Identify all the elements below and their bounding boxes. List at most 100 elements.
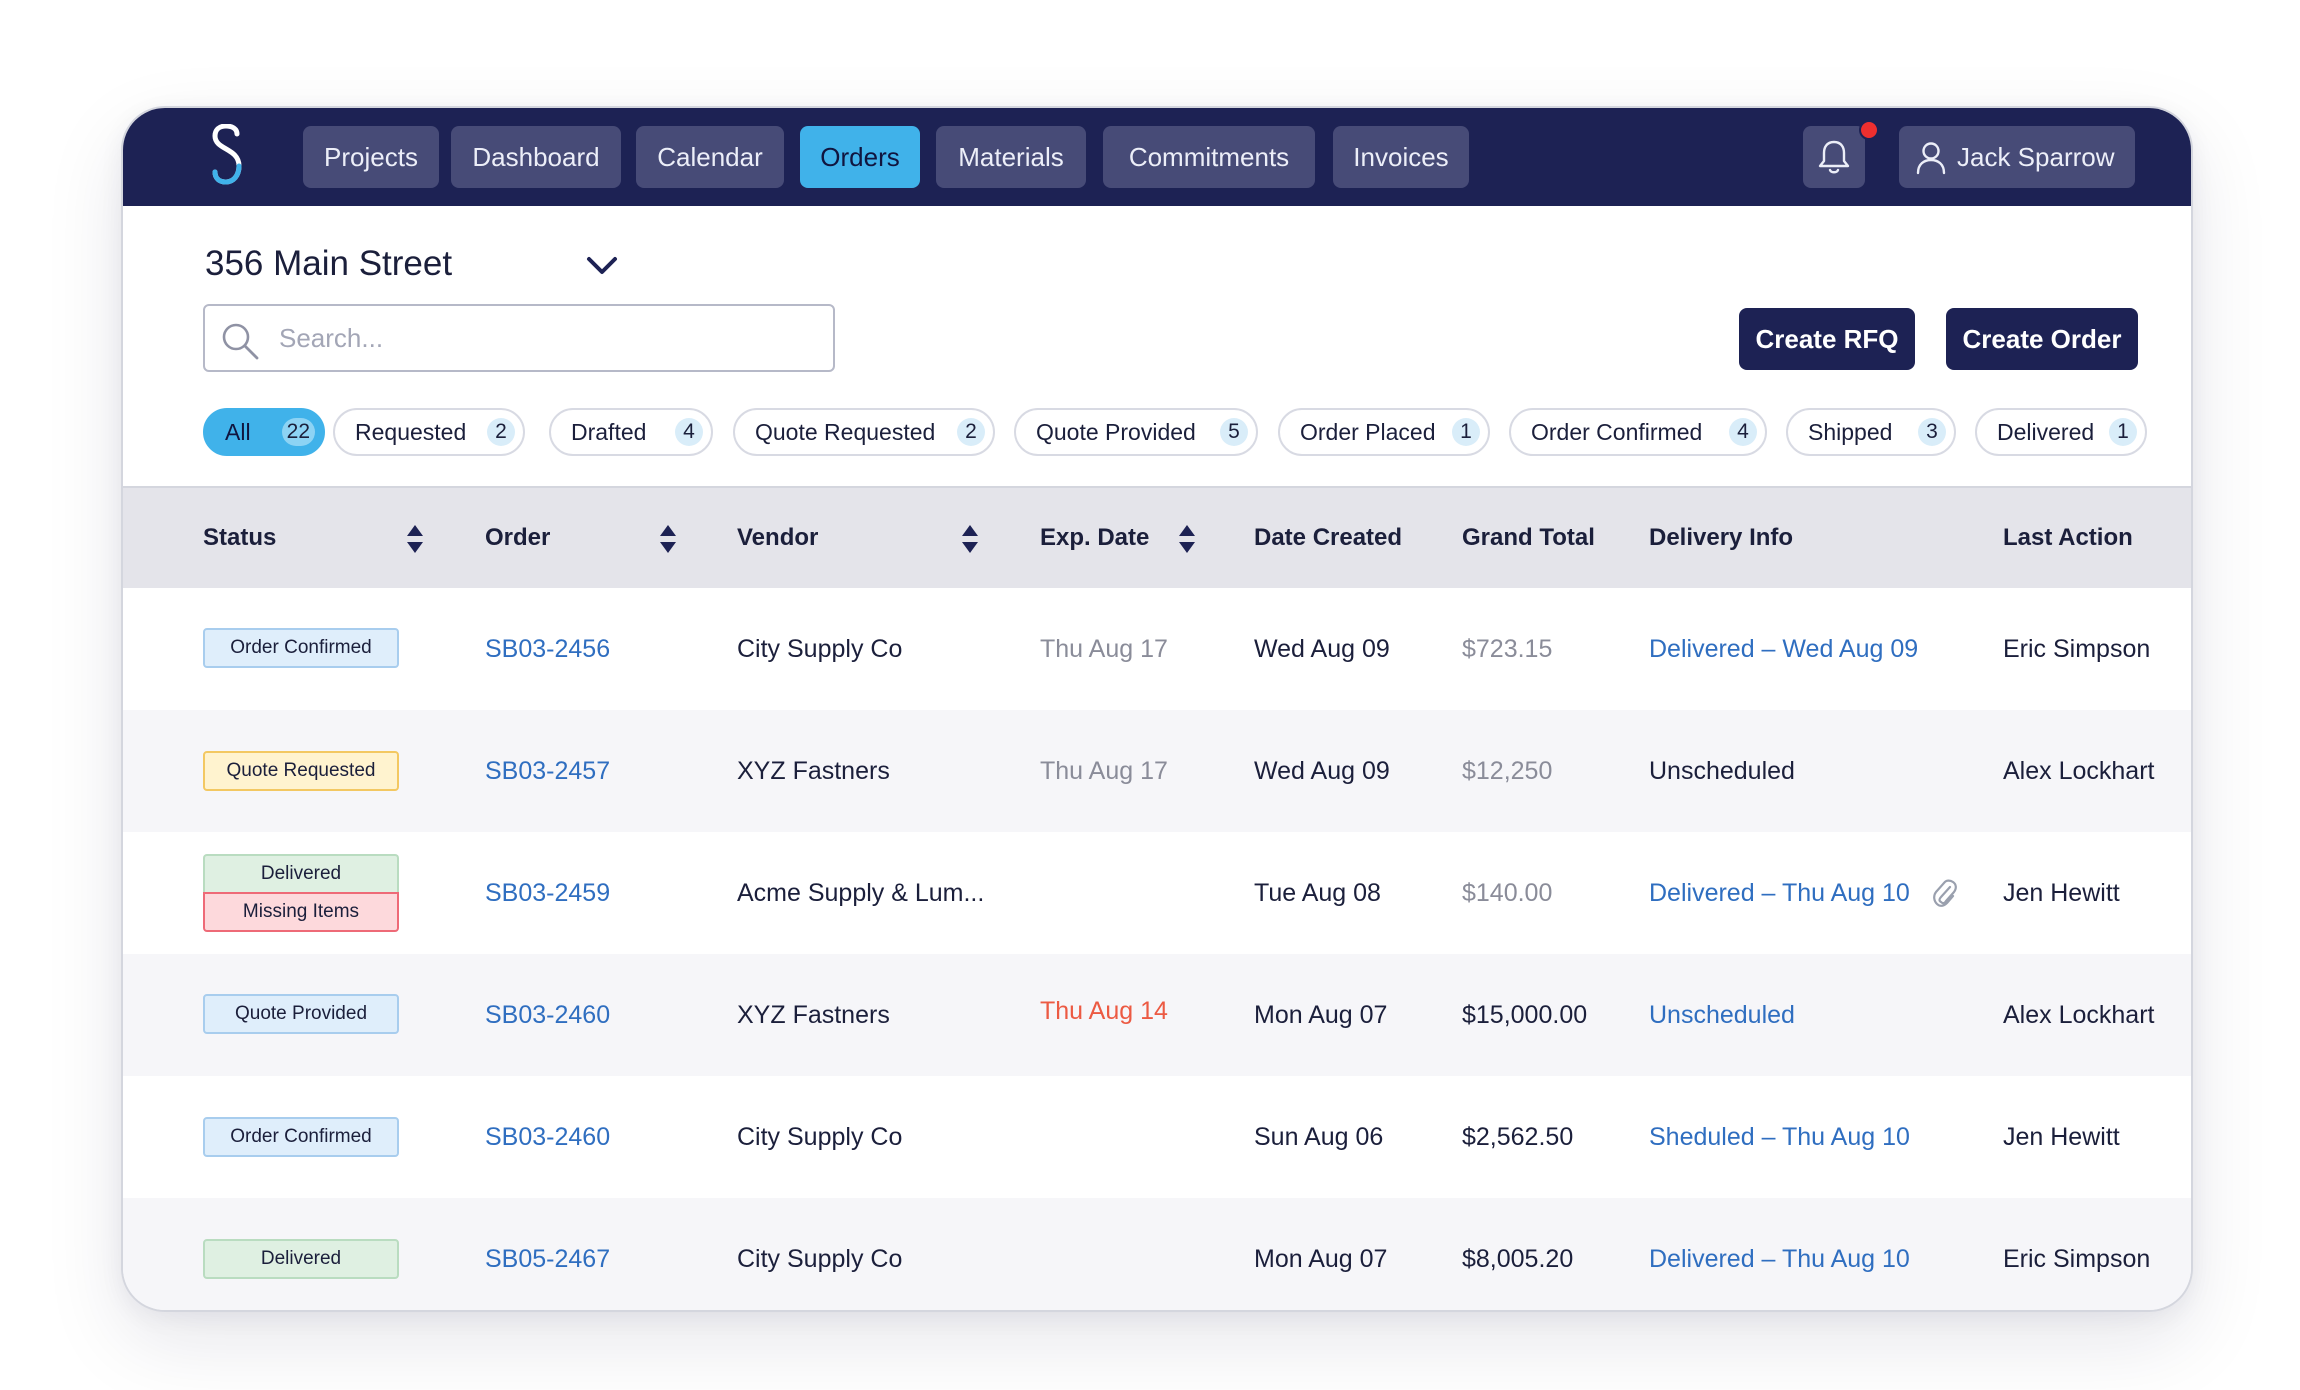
sort-icon[interactable] xyxy=(659,524,677,554)
filter-chip-order-placed[interactable]: Order Placed 1 xyxy=(1278,408,1490,456)
filter-chip-count: 5 xyxy=(1220,418,1248,446)
nav-tab-commitments[interactable]: Commitments xyxy=(1103,126,1315,188)
paperclip-icon[interactable] xyxy=(1933,878,1957,908)
vendor-cell: City Supply Co xyxy=(737,1123,903,1151)
nav-tab-orders[interactable]: Orders xyxy=(800,126,920,188)
column-header-grand-total: Grand Total xyxy=(1462,524,1595,551)
last-action-cell: Alex Lockhart xyxy=(2003,757,2155,785)
last-action-cell: Jen Hewitt xyxy=(2003,1123,2120,1151)
chevron-down-icon[interactable] xyxy=(583,250,621,280)
filter-chip-quote-requested[interactable]: Quote Requested 2 xyxy=(733,408,995,456)
user-menu-button[interactable]: Jack Sparrow xyxy=(1899,126,2135,188)
column-header-vendor[interactable]: Vendor xyxy=(737,524,819,551)
filter-chip-count: 2 xyxy=(487,418,515,446)
top-nav-bar: Projects Dashboard Calendar Orders Mater… xyxy=(123,108,2191,206)
table-row[interactable]: Quote Provided SB03-2460 XYZ Fastners Th… xyxy=(123,954,2191,1076)
delivery-info-link[interactable]: Unscheduled xyxy=(1649,1001,1795,1029)
vendor-cell: City Supply Co xyxy=(737,635,903,663)
table-row[interactable]: Delivered Missing Items SB03-2459 Acme S… xyxy=(123,832,2191,954)
table-row[interactable]: Delivered SB05-2467 City Supply Co Mon A… xyxy=(123,1198,2191,1310)
last-action-cell: Alex Lockhart xyxy=(2003,1001,2155,1029)
exp-date-cell: Thu Aug 14 xyxy=(1040,997,1168,1025)
table-row[interactable]: Order Confirmed SB03-2456 City Supply Co… xyxy=(123,588,2191,710)
filter-chip-count: 22 xyxy=(281,418,315,446)
user-name: Jack Sparrow xyxy=(1957,142,2115,172)
date-created-cell: Wed Aug 09 xyxy=(1254,757,1390,785)
filter-chip-all[interactable]: All 22 xyxy=(203,408,325,456)
last-action-cell: Eric Simpson xyxy=(2003,635,2151,663)
status-badge: Order Confirmed xyxy=(203,1117,399,1157)
bell-icon xyxy=(1818,140,1850,174)
delivery-info-cell: Unscheduled xyxy=(1649,757,1795,785)
logo-icon[interactable] xyxy=(207,124,247,186)
filter-chip-label: Requested xyxy=(355,419,467,445)
nav-tab-materials[interactable]: Materials xyxy=(936,126,1086,188)
status-badge-secondary: Missing Items xyxy=(203,892,399,932)
status-badge: Delivered xyxy=(203,1239,399,1279)
exp-date-cell: Thu Aug 17 xyxy=(1040,635,1168,663)
status-badge: Quote Provided xyxy=(203,994,399,1034)
column-header-exp-date[interactable]: Exp. Date xyxy=(1040,524,1150,551)
sort-icon[interactable] xyxy=(406,524,424,554)
filter-chip-quote-provided[interactable]: Quote Provided 5 xyxy=(1014,408,1258,456)
nav-tab-projects[interactable]: Projects xyxy=(303,126,439,188)
order-number-link[interactable]: SB03-2457 xyxy=(485,757,611,785)
order-number-link[interactable]: SB03-2456 xyxy=(485,635,611,663)
grand-total-cell: $140.00 xyxy=(1462,879,1553,907)
app-window: Projects Dashboard Calendar Orders Mater… xyxy=(121,106,2193,1312)
delivery-info-link[interactable]: Delivered – Thu Aug 10 xyxy=(1649,1245,1910,1273)
filter-chip-label: Delivered xyxy=(1997,419,2095,445)
order-number-link[interactable]: SB03-2460 xyxy=(485,1001,611,1029)
filter-chip-label: Quote Provided xyxy=(1036,419,1196,445)
filter-chip-drafted[interactable]: Drafted 4 xyxy=(549,408,713,456)
vendor-cell: Acme Supply & Lum... xyxy=(737,879,985,907)
filter-chip-requested[interactable]: Requested 2 xyxy=(333,408,525,456)
create-order-button[interactable]: Create Order xyxy=(1946,308,2138,370)
notification-dot xyxy=(1859,120,1879,140)
table-row[interactable]: Order Confirmed SB03-2460 City Supply Co… xyxy=(123,1076,2191,1198)
column-header-date-created: Date Created xyxy=(1254,524,1403,551)
table-row[interactable]: Quote Requested SB03-2457 XYZ Fastners T… xyxy=(123,710,2191,832)
user-icon xyxy=(1916,142,1946,175)
sort-icon[interactable] xyxy=(961,524,979,554)
filter-chip-count: 4 xyxy=(1729,418,1757,446)
filter-chip-label: Order Confirmed xyxy=(1531,419,1703,445)
search-field[interactable] xyxy=(203,304,835,372)
filter-chip-count: 2 xyxy=(957,418,985,446)
column-header-status[interactable]: Status xyxy=(203,524,277,551)
column-header-order[interactable]: Order xyxy=(485,524,551,551)
sort-icon[interactable] xyxy=(1178,524,1196,554)
filter-chip-label: Drafted xyxy=(571,419,647,445)
filter-chip-delivered[interactable]: Delivered 1 xyxy=(1975,408,2147,456)
order-number-link[interactable]: SB05-2467 xyxy=(485,1245,611,1273)
column-header-delivery-info: Delivery Info xyxy=(1649,524,1794,551)
search-icon xyxy=(222,323,259,360)
order-number-link[interactable]: SB03-2459 xyxy=(485,879,611,907)
notifications-button[interactable] xyxy=(1803,126,1865,188)
filter-chip-shipped[interactable]: Shipped 3 xyxy=(1786,408,1956,456)
grand-total-cell: $8,005.20 xyxy=(1462,1245,1574,1273)
filter-chip-order-confirmed[interactable]: Order Confirmed 4 xyxy=(1509,408,1767,456)
nav-tab-dashboard[interactable]: Dashboard xyxy=(451,126,621,188)
filter-chip-count: 1 xyxy=(2109,418,2137,446)
divider xyxy=(123,486,2191,488)
order-number-link[interactable]: SB03-2460 xyxy=(485,1123,611,1151)
delivery-info-link[interactable]: Delivered – Wed Aug 09 xyxy=(1649,635,1919,663)
filter-chip-label: All xyxy=(225,419,251,445)
project-title: 356 Main Street xyxy=(205,244,453,283)
delivery-info-link[interactable]: Delivered – Thu Aug 10 xyxy=(1649,879,1910,907)
nav-tab-calendar[interactable]: Calendar xyxy=(636,126,784,188)
date-created-cell: Mon Aug 07 xyxy=(1254,1245,1388,1273)
search-input[interactable] xyxy=(279,314,819,362)
create-rfq-button[interactable]: Create RFQ xyxy=(1739,308,1915,370)
vendor-cell: City Supply Co xyxy=(737,1245,903,1273)
last-action-cell: Eric Simpson xyxy=(2003,1245,2151,1273)
table-header: Status Order Vendor Exp. Date Date Creat… xyxy=(123,488,2191,588)
vendor-cell: XYZ Fastners xyxy=(737,757,890,785)
nav-tab-invoices[interactable]: Invoices xyxy=(1333,126,1469,188)
status-badge: Order Confirmed xyxy=(203,628,399,668)
grand-total-cell: $723.15 xyxy=(1462,635,1553,663)
delivery-info-link[interactable]: Sheduled – Thu Aug 10 xyxy=(1649,1123,1910,1151)
filter-chip-label: Shipped xyxy=(1808,419,1893,445)
date-created-cell: Wed Aug 09 xyxy=(1254,635,1390,663)
